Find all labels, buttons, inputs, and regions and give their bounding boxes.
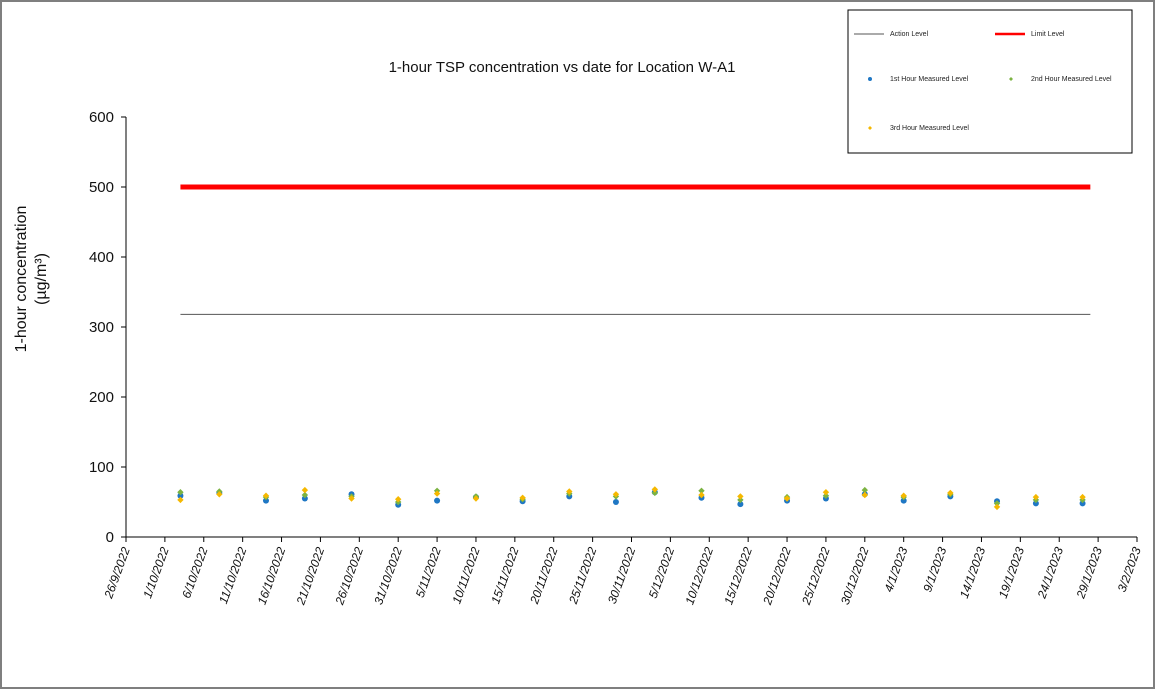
x-tick-label: 30/12/2022 [838,545,872,607]
y-tick-label: 100 [89,459,114,476]
x-tick-label: 26/10/2022 [332,545,366,607]
x-tick-label: 5/12/2022 [646,545,678,600]
y-axis-label-line1: 1-hour concentration [13,206,30,353]
y-tick-label: 600 [89,109,114,126]
first-hour-point [900,497,907,504]
y-tick-label: 0 [106,529,114,546]
legend-second-hour-swatch [1009,77,1013,81]
y-axis-label-line2: (µg/m³) [33,253,50,305]
third-hour-point [262,492,270,499]
x-tick-label: 26/9/2022 [101,545,133,601]
second-hour-point [177,489,184,496]
third-hour-point [861,491,869,499]
x-tick-label: 4/1/2023 [881,545,910,594]
x-tick-label: 15/11/2022 [488,545,522,606]
third-hour-point [1032,493,1040,501]
x-tick-label: 25/11/2022 [566,545,600,607]
x-tick-label: 11/10/2022 [216,545,250,606]
legend-box [847,9,1133,154]
y-tick-label: 500 [89,179,114,196]
x-tick-label: 19/1/2023 [996,545,1028,600]
x-tick-label: 10/12/2022 [682,545,716,607]
third-hour-point [783,495,791,502]
y-tick-label: 300 [89,319,114,336]
y-tick-label: 200 [89,389,114,406]
x-axis: 26/9/2022 1/10/2022 6/10/2022 11/10/2022 16/… [101,536,1144,607]
x-tick-label: 30/11/2022 [605,545,639,606]
second-hour-point [301,491,309,499]
third-hour-point [348,495,355,502]
legend: Action Level Limit Level 1st Hour Measured… [847,9,1133,154]
x-tick-label: 1/10/2022 [140,545,172,600]
third-hour-point [698,491,705,499]
first-hour-point [1032,500,1039,507]
third-hour-point [216,491,223,498]
x-tick-label: 15/12/2022 [721,545,755,607]
third-hour-point [947,489,954,497]
third-hour-point [612,491,620,498]
x-tick-label: 21/10/2022 [293,545,327,607]
chart-title: 1-hour TSP concentration vs date for Loc… [389,59,736,76]
x-tick-label: 24/1/2023 [1034,545,1066,601]
third-hour-point [177,496,184,504]
y-tick-label: 400 [89,249,114,266]
second-hour-point [861,486,869,494]
second-hour-point [698,487,705,494]
first-hour-point [177,492,184,499]
x-tick-label: 31/10/2022 [371,545,405,607]
legend-action-label: Action Level [890,31,929,38]
second-hour-point [993,500,1001,507]
legend-limit-label: Limit Level [1031,31,1065,38]
legend-third-hour-swatch [868,126,872,130]
first-hour-point [301,495,308,502]
legend-series-label: 1st Hour Measured Level [890,76,969,83]
x-tick-label: 3/2/2023 [1115,545,1144,594]
third-hour-point [301,486,309,494]
legend-series-label: 2nd Hour Measured Level [1031,76,1112,83]
third-hour-point [566,488,573,495]
third-hour-point [737,493,744,500]
x-tick-label: 16/10/2022 [255,545,289,607]
y-axis: 0 100 200 300 400 500 600 [89,109,127,546]
x-tick-label: 20/11/2022 [527,545,561,607]
x-tick-label: 6/10/2022 [179,545,211,600]
first-hour-point [434,497,441,504]
second-hour-point [737,496,744,504]
x-tick-label: 9/1/2023 [920,545,949,594]
legend-series-label: 3rd Hour Measured Level [890,125,969,132]
third-hour-point [1079,493,1086,501]
data-points [177,486,1086,511]
x-tick-label: 25/12/2022 [799,545,833,607]
x-tick-label: 29/1/2023 [1073,545,1105,601]
first-hour-point [612,499,619,505]
x-tick-label: 5/11/2022 [413,545,444,599]
second-hour-point [651,489,659,497]
third-hour-point [394,496,402,503]
x-tick-label: 20/12/2022 [760,545,794,607]
third-hour-point [651,486,659,493]
first-hour-point [1079,500,1086,507]
third-hour-point [519,494,526,501]
third-hour-point [993,503,1001,511]
x-tick-label: 10/11/2022 [449,545,483,606]
second-hour-point [822,492,830,499]
first-hour-point [737,501,744,508]
third-hour-point [433,490,441,497]
third-hour-point [900,492,907,499]
reference-lines [180,184,1091,315]
x-tick-label: 14/1/2023 [957,545,989,600]
legend-first-hour-swatch [868,77,872,81]
first-hour-point [262,497,269,504]
third-hour-point [822,489,830,496]
third-hour-point [472,495,480,502]
